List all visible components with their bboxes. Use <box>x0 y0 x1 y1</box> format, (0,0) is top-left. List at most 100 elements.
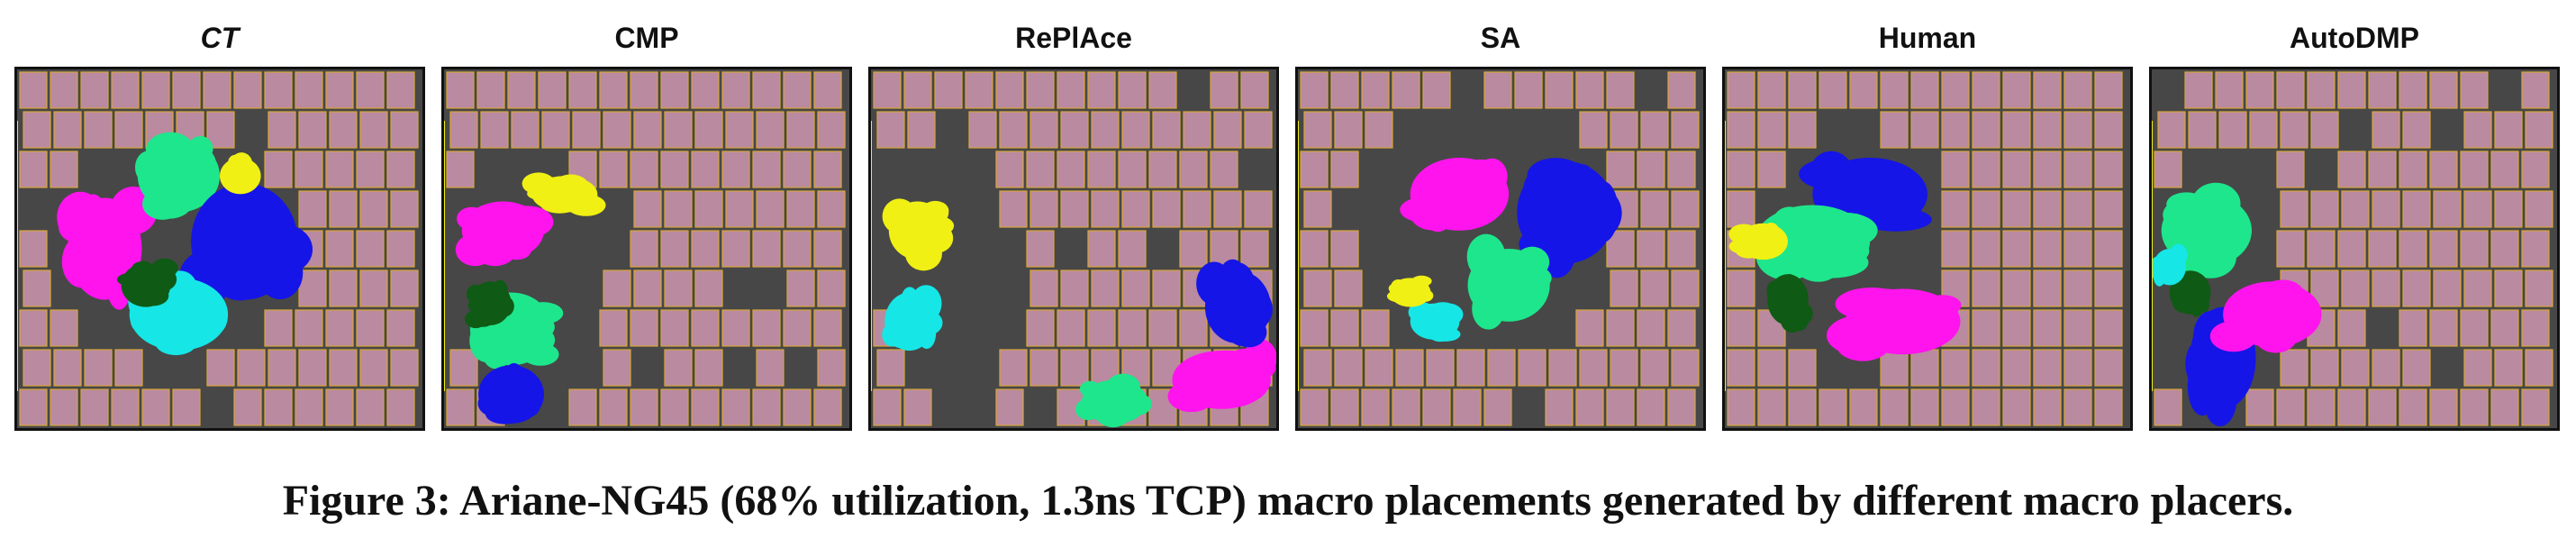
macro-block <box>1152 190 1181 228</box>
macro-block <box>480 111 509 149</box>
macro-block <box>295 71 323 109</box>
macro-block <box>2429 230 2458 268</box>
cell-cluster <box>195 204 263 264</box>
macro-block <box>1057 71 1085 109</box>
macro-block <box>23 111 51 149</box>
macro-block <box>1118 71 1147 109</box>
macro-block <box>2064 190 2092 228</box>
cell-cluster <box>522 172 556 196</box>
macro-block <box>1514 71 1543 109</box>
cell-cluster <box>2191 182 2241 225</box>
macro-block <box>1148 71 1177 109</box>
cell-cluster <box>1466 233 1506 279</box>
macro-block <box>1303 190 1332 228</box>
macro-block <box>2429 388 2458 426</box>
macro-block <box>141 71 170 109</box>
macro-block <box>2368 230 2397 268</box>
macro-block <box>390 190 419 228</box>
macro-block <box>298 190 327 228</box>
figure-caption: Figure 3: Ariane-NG45 (68% utilization, … <box>282 477 2294 525</box>
macro-block <box>390 269 419 307</box>
macro-block <box>1121 111 1150 149</box>
macro-block <box>50 151 78 188</box>
macro-block <box>1395 349 1424 387</box>
cell-cluster <box>1415 277 1429 295</box>
macro-block <box>2460 309 2489 347</box>
macro-block <box>1941 151 1970 188</box>
cell-cluster <box>1799 158 1865 190</box>
macro-block <box>1941 349 1970 387</box>
cell-cluster <box>1539 180 1571 223</box>
die-border <box>441 67 852 431</box>
cell-cluster <box>1847 317 1904 351</box>
macro-block <box>2002 388 2031 426</box>
macro-block <box>2033 151 2062 188</box>
macro-block <box>2310 111 2339 149</box>
macro-block <box>572 111 601 149</box>
macro-block <box>721 71 750 109</box>
macro-block <box>1910 71 1939 109</box>
macro-block <box>660 151 689 188</box>
macro-block <box>325 388 354 426</box>
macro-block <box>752 151 781 188</box>
macro-block <box>1152 111 1181 149</box>
macro-block <box>721 309 750 347</box>
macro-block <box>2154 388 2182 426</box>
cell-cluster <box>155 330 197 356</box>
macro-block <box>1300 309 1329 347</box>
macro-block <box>386 309 415 347</box>
macro-block <box>449 349 478 387</box>
macro-block <box>2310 349 2339 387</box>
macro-block <box>2490 151 2519 188</box>
macro-block <box>1640 349 1669 387</box>
macro-block <box>2094 269 2123 307</box>
macro-block <box>84 111 113 149</box>
cell-cluster <box>921 215 955 236</box>
macro-block <box>1880 111 1909 149</box>
macro-block <box>1483 388 1512 426</box>
macro-block <box>1671 349 1700 387</box>
macro-block <box>813 230 842 268</box>
macro-block <box>1183 190 1211 228</box>
macro-block <box>203 71 231 109</box>
macro-block <box>172 71 201 109</box>
cell-cluster <box>1218 259 1247 299</box>
macro-block <box>2184 71 2213 109</box>
cell-cluster <box>882 323 903 347</box>
macro-block <box>1640 111 1669 149</box>
macro-block <box>725 111 754 149</box>
macro-block <box>2368 71 2397 109</box>
die-border <box>2149 67 2560 431</box>
die-border <box>868 67 1279 431</box>
macro-block <box>2521 71 2550 109</box>
macro-block <box>603 111 631 149</box>
macro-block <box>295 309 323 347</box>
macro-block <box>2372 111 2400 149</box>
macro-block <box>873 71 902 109</box>
macro-block <box>783 388 812 426</box>
cell-cluster <box>492 295 514 317</box>
macro-block <box>1426 349 1455 387</box>
macro-block <box>2494 269 2523 307</box>
macro-block <box>356 151 385 188</box>
macro-block <box>2490 388 2519 426</box>
macro-block <box>1671 269 1700 307</box>
cell-cluster <box>1213 370 1258 397</box>
macro-block <box>2002 151 2031 188</box>
macro-block <box>2521 309 2550 347</box>
macro-block <box>2276 230 2305 268</box>
cell-cluster <box>145 132 195 170</box>
macro-block <box>53 349 82 387</box>
macro-block <box>691 151 720 188</box>
cell-cluster <box>2153 264 2166 287</box>
cell-cluster <box>1751 240 1769 252</box>
macro-block <box>2094 309 2123 347</box>
macro-block <box>2002 349 2031 387</box>
macro-block <box>1487 349 1516 387</box>
macro-block <box>2494 349 2523 387</box>
cell-cluster <box>500 205 554 239</box>
macro-block <box>721 388 750 426</box>
cell-cluster <box>2184 236 2236 278</box>
macro-block <box>694 111 723 149</box>
macro-block <box>23 269 51 307</box>
